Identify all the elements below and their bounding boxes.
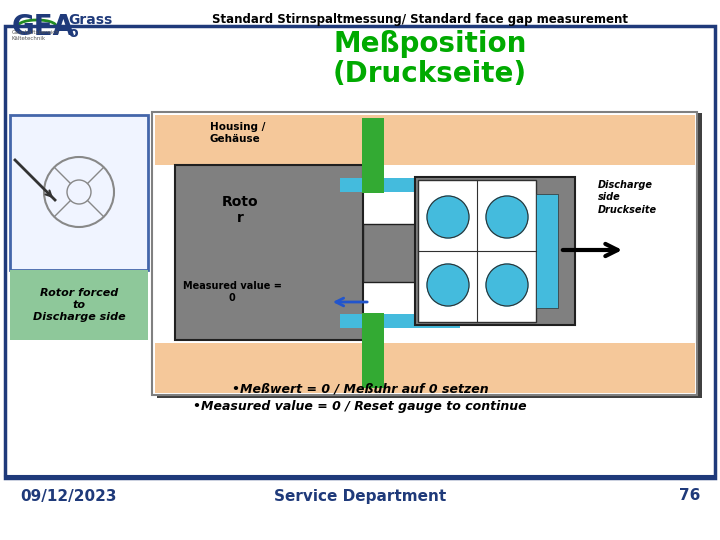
Bar [157,113,702,398]
Bar [536,194,558,308]
Bar [340,314,460,328]
Text: Measured value =
0: Measured value = 0 [183,281,282,303]
Circle shape [427,196,469,238]
Text: GEA: GEA [12,13,75,41]
Text: Rotor forced
to
Discharge side: Rotor forced to Discharge side [32,288,125,322]
Text: o: o [68,26,78,40]
Bar [155,343,695,393]
Text: Roto
r: Roto r [222,195,258,225]
Bar [10,270,148,340]
Bar [415,177,575,325]
Bar [418,180,536,322]
Bar [152,112,697,395]
Bar [363,224,453,282]
Text: Standard Stirnspaltmessung/ Standard face gap measurement: Standard Stirnspaltmessung/ Standard fac… [212,13,628,26]
Text: Geschäftsbereich
Kältetechnik: Geschäftsbereich Kältetechnik [12,30,60,41]
Circle shape [427,264,469,306]
Text: Housing /
Gehäuse: Housing / Gehäuse [210,122,266,144]
Bar [155,115,695,165]
Bar [340,178,460,192]
Bar [362,118,384,193]
Text: Discharge
side
Druckseite: Discharge side Druckseite [598,180,657,215]
Circle shape [486,264,528,306]
Bar [175,165,363,340]
Text: Grass: Grass [68,13,112,27]
Text: Meßposition
(Druckseite): Meßposition (Druckseite) [333,30,527,88]
Text: •Measured value = 0 / Reset gauge to continue: •Measured value = 0 / Reset gauge to con… [193,400,527,413]
Bar [5,26,715,478]
Text: 76: 76 [679,489,700,503]
Text: 09/12/2023: 09/12/2023 [20,489,117,503]
Text: •Meßwert = 0 / Meßuhr auf 0 setzen: •Meßwert = 0 / Meßuhr auf 0 setzen [232,383,488,396]
Bar [10,115,148,270]
Circle shape [486,196,528,238]
Text: Service Department: Service Department [274,489,446,503]
Bar [362,313,384,388]
